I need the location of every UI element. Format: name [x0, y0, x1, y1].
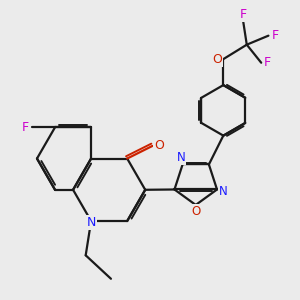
Text: N: N [86, 216, 96, 229]
Text: N: N [176, 152, 185, 164]
Text: F: F [22, 121, 28, 134]
Text: O: O [154, 140, 164, 152]
Text: F: F [240, 8, 247, 20]
Text: F: F [264, 56, 271, 69]
Text: F: F [272, 29, 278, 42]
Text: N: N [219, 185, 228, 198]
Text: O: O [212, 52, 222, 66]
Text: O: O [191, 205, 200, 218]
